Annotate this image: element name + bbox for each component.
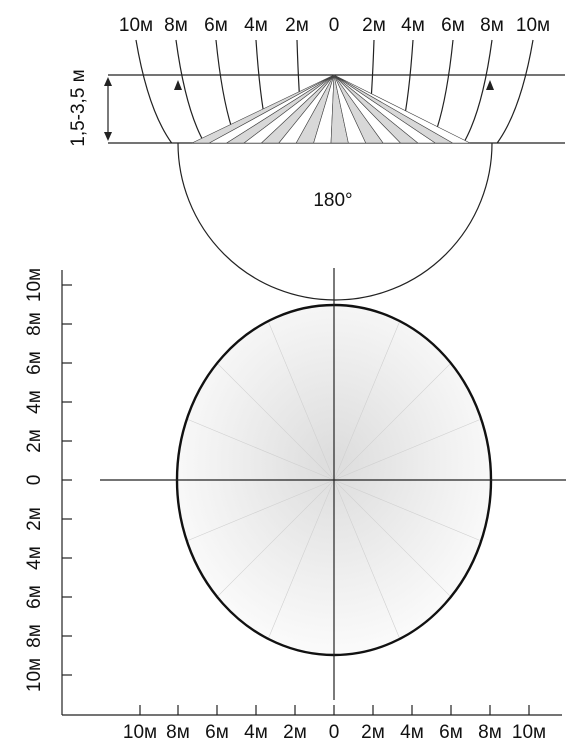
zone-ray — [177, 479, 335, 655]
left-scale-label: 6м — [24, 585, 45, 609]
beam-segment — [333, 74, 471, 144]
range-arc-right — [463, 39, 493, 144]
side-view: 10м 8м 6м 4м 2м 0 2м 4м 6м 8м 10м 180° 1,5-3,5 м — [68, 15, 565, 301]
top-scale-label: 6м — [441, 15, 465, 36]
left-scale-label: 8м — [24, 312, 45, 336]
top-view: 10м 8м 6м 4м 2м 0 2м 4м 6м 8м 10м 10м 8м 6м 4м 2м 0 2м 4м… — [24, 268, 566, 743]
top-scale-label: 2м — [362, 15, 386, 36]
top-scale-label: 8м — [164, 15, 188, 36]
zone-ray — [333, 479, 491, 596]
zone-ray — [333, 305, 491, 481]
top-scale-label: 4м — [244, 15, 268, 36]
left-scale-label: 8м — [24, 624, 45, 648]
bottom-scale-label: 4м — [244, 722, 268, 743]
bottom-scale-label: 8м — [166, 722, 190, 743]
bottom-scale-label: 6м — [439, 722, 463, 743]
top-scale-label: 0 — [329, 15, 340, 36]
top-scale-label: 2м — [285, 15, 309, 36]
bottom-scale-label: 6м — [205, 722, 229, 743]
mounting-height-label: 1,5-3,5 м — [68, 69, 89, 147]
top-scale-label: 10м — [516, 15, 550, 36]
zone-ray — [218, 305, 335, 481]
range-arc-left — [175, 39, 205, 144]
arc-arrow-right — [486, 80, 494, 90]
bottom-scale-label: 0 — [329, 722, 340, 743]
beam-fan — [191, 74, 471, 144]
zone-ray — [333, 479, 450, 655]
height-arrow-top — [104, 77, 112, 86]
zone-ray — [218, 479, 335, 655]
bottom-scale-label: 2м — [283, 722, 307, 743]
height-arrow-bottom — [104, 132, 112, 141]
top-scale-label: 4м — [401, 15, 425, 36]
left-scale-label: 2м — [24, 429, 45, 453]
left-scale-label: 6м — [24, 351, 45, 375]
zone-ray — [177, 479, 335, 596]
range-arc-right — [496, 39, 534, 144]
bottom-scale-label: 2м — [361, 722, 385, 743]
left-scale: 10м 8м 6м 4м 2м 0 2м 4м 6м 8м 10м — [24, 268, 72, 692]
top-scale-label: 8м — [480, 15, 504, 36]
left-scale-label: 4м — [24, 390, 45, 414]
arc-arrow-left — [174, 80, 182, 90]
left-scale-label: 0 — [24, 475, 45, 486]
zone-ray — [177, 305, 335, 481]
top-scale-label: 6м — [204, 15, 228, 36]
top-scale-labels: 10м 8м 6м 4м 2м 0 2м 4м 6м 8м 10м — [119, 15, 550, 36]
zone-ray — [177, 364, 335, 481]
range-arc-left — [135, 39, 173, 144]
zone-ray — [333, 364, 491, 481]
left-scale-label: 4м — [24, 546, 45, 570]
coverage-angle-arc — [177, 142, 493, 301]
zone-ray — [333, 305, 450, 481]
bottom-scale-label: 8м — [478, 722, 502, 743]
bottom-scale-label: 10м — [512, 722, 546, 743]
left-scale-label: 10м — [24, 658, 45, 692]
bottom-scale-label: 10м — [123, 722, 157, 743]
coverage-angle-label: 180° — [313, 190, 352, 211]
zone-ray — [333, 479, 491, 655]
top-scale-label: 10м — [119, 15, 153, 36]
bottom-scale: 10м 8м 6м 4м 2м 0 2м 4м 6м 8м 10м — [123, 705, 546, 743]
left-scale-label: 2м — [24, 507, 45, 531]
left-scale-label: 10м — [24, 268, 45, 302]
bottom-scale-label: 4м — [400, 722, 424, 743]
